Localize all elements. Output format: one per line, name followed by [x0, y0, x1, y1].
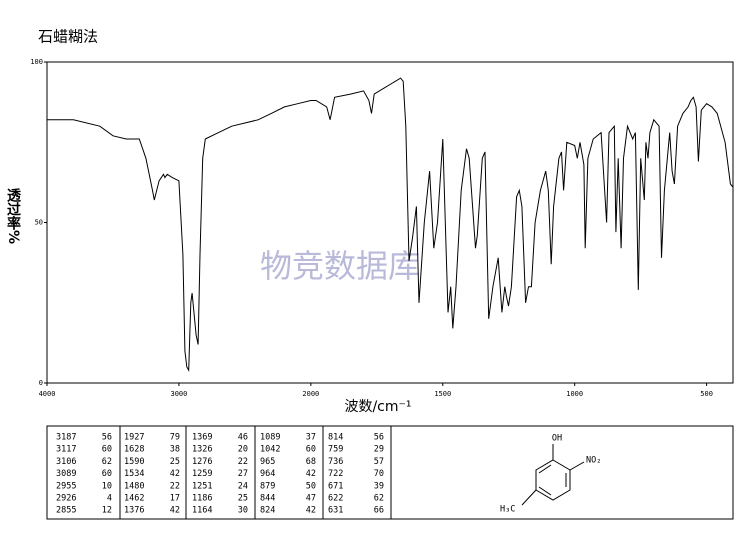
peak-transmittance: 46 — [238, 433, 248, 443]
bond — [569, 461, 585, 471]
peak-wavenumber: 1628 — [124, 445, 144, 455]
peak-wavenumber: 2955 — [56, 481, 76, 491]
peak-wavenumber: 1462 — [124, 494, 144, 504]
molecule — [521, 444, 585, 506]
peak-transmittance: 42 — [170, 506, 180, 516]
peak-transmittance: 57 — [374, 457, 384, 467]
table-frame — [46, 425, 734, 520]
peak-transmittance: 17 — [170, 494, 180, 504]
peak-wavenumber: 844 — [260, 494, 275, 504]
peak-transmittance: 12 — [102, 506, 112, 516]
peak-wavenumber: 1164 — [192, 506, 212, 516]
peak-wavenumber: 722 — [328, 469, 343, 479]
double-bond — [538, 486, 552, 496]
x-tick-label: 2000 — [302, 390, 319, 398]
peak-wavenumber: 1369 — [192, 433, 212, 443]
peak-transmittance: 22 — [170, 481, 180, 491]
peak-transmittance: 39 — [374, 481, 384, 491]
peak-transmittance: 70 — [374, 469, 384, 479]
peak-wavenumber: 2926 — [56, 494, 76, 504]
peak-wavenumber: 1259 — [192, 469, 212, 479]
x-tick-label: 3000 — [170, 390, 187, 398]
peak-transmittance: 56 — [374, 433, 384, 443]
peak-wavenumber: 3117 — [56, 445, 76, 455]
peak-wavenumber: 1534 — [124, 469, 144, 479]
peak-wavenumber: 1480 — [124, 481, 144, 491]
peak-wavenumber: 3187 — [56, 433, 76, 443]
structure-label: OH — [552, 434, 562, 444]
peak-transmittance: 79 — [170, 433, 180, 443]
peak-transmittance: 10 — [102, 481, 112, 491]
peak-wavenumber: 879 — [260, 481, 275, 491]
peak-wavenumber: 631 — [328, 506, 343, 516]
peak-wavenumber: 1927 — [124, 433, 144, 443]
bond — [521, 489, 537, 506]
peak-transmittance: 42 — [170, 469, 180, 479]
peak-wavenumber: 2855 — [56, 506, 76, 516]
peak-wavenumber: 3106 — [56, 457, 76, 467]
peak-transmittance: 20 — [238, 445, 248, 455]
structure-label: H₃C — [500, 505, 515, 515]
peak-wavenumber: 814 — [328, 433, 343, 443]
peak-wavenumber: 1089 — [260, 433, 280, 443]
peak-wavenumber: 1376 — [124, 506, 144, 516]
peak-transmittance: 38 — [170, 445, 180, 455]
y-axis-label: 透过率% — [5, 188, 21, 245]
peak-wavenumber: 1326 — [192, 445, 212, 455]
peak-wavenumber: 1186 — [192, 494, 212, 504]
watermark: 物竞数据库 — [260, 247, 420, 285]
peak-transmittance: 62 — [102, 457, 112, 467]
peak-wavenumber: 622 — [328, 494, 343, 504]
peak-wavenumber: 964 — [260, 469, 275, 479]
x-tick-label: 4000 — [39, 390, 56, 398]
peak-transmittance: 22 — [238, 457, 248, 467]
peak-transmittance: 60 — [102, 469, 112, 479]
peak-wavenumber: 3089 — [56, 469, 76, 479]
peak-transmittance: 37 — [306, 433, 316, 443]
peak-transmittance: 50 — [306, 481, 316, 491]
peak-wavenumber: 736 — [328, 457, 343, 467]
x-tick-label: 500 — [700, 390, 713, 398]
peak-wavenumber: 1251 — [192, 481, 212, 491]
peak-transmittance: 68 — [306, 457, 316, 467]
peak-transmittance: 25 — [170, 457, 180, 467]
peak-transmittance: 29 — [374, 445, 384, 455]
peak-transmittance: 42 — [306, 506, 316, 516]
peak-wavenumber: 1042 — [260, 445, 280, 455]
x-tick-label: 1500 — [434, 390, 451, 398]
peak-transmittance: 60 — [102, 445, 112, 455]
benzene-ring — [535, 459, 571, 501]
peak-wavenumber: 1276 — [192, 457, 212, 467]
y-tick-label: 100 — [30, 58, 43, 66]
x-tick-label: 1000 — [566, 390, 583, 398]
double-bond — [538, 464, 552, 474]
peak-transmittance: 4 — [107, 494, 112, 504]
peak-transmittance: 66 — [374, 506, 384, 516]
peak-transmittance: 27 — [238, 469, 248, 479]
peak-wavenumber: 824 — [260, 506, 275, 516]
peak-transmittance: 56 — [102, 433, 112, 443]
peak-transmittance: 60 — [306, 445, 316, 455]
structure-label: NO₂ — [586, 456, 601, 466]
y-tick-label: 0 — [39, 379, 43, 387]
peak-transmittance: 30 — [238, 506, 248, 516]
peak-transmittance: 47 — [306, 494, 316, 504]
peak-wavenumber: 1590 — [124, 457, 144, 467]
spectrum-line — [47, 77, 734, 372]
peak-transmittance: 62 — [374, 494, 384, 504]
y-tick-label: 50 — [35, 219, 43, 227]
peak-wavenumber: 671 — [328, 481, 343, 491]
peak-transmittance: 24 — [238, 481, 248, 491]
peak-wavenumber: 965 — [260, 457, 275, 467]
peak-wavenumber: 759 — [328, 445, 343, 455]
peak-transmittance: 25 — [238, 494, 248, 504]
peak-transmittance: 42 — [306, 469, 316, 479]
chart-title: 石蜡糊法 — [38, 28, 98, 46]
plot-frame — [46, 61, 734, 384]
x-axis-label: 波数/cm⁻¹ — [344, 399, 411, 415]
